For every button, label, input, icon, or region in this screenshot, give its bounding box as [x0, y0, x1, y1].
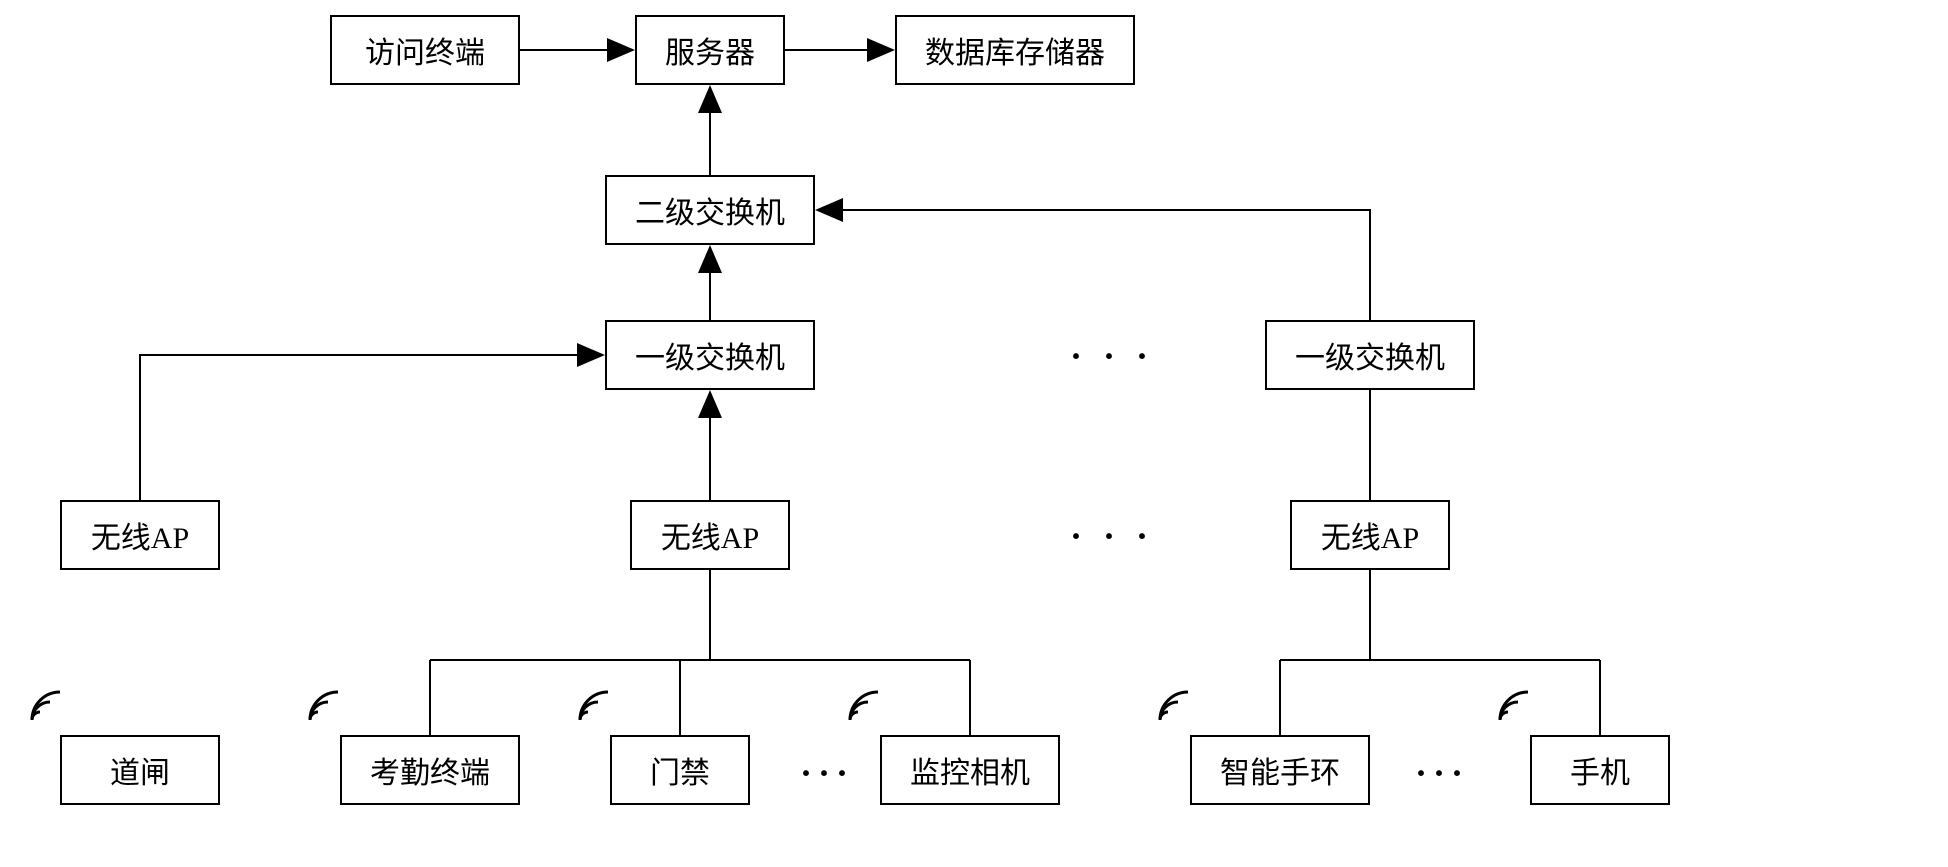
- ellipsis-icon: ···: [800, 752, 854, 794]
- wifi-icon: [840, 680, 890, 730]
- wifi-icon: [1150, 680, 1200, 730]
- ap-right-box: 无线AP: [1290, 500, 1450, 570]
- label: 无线AP: [1321, 513, 1419, 557]
- label: 门禁: [650, 748, 710, 792]
- l2-switch-box: 二级交换机: [605, 175, 815, 245]
- label: 考勤终端: [370, 748, 490, 792]
- server-box: 服务器: [635, 15, 785, 85]
- l1-switch-a-box: 一级交换机: [605, 320, 815, 390]
- label: 二级交换机: [635, 188, 785, 232]
- wifi-icon: [300, 680, 350, 730]
- label: 道闸: [110, 748, 170, 792]
- l1-switch-b-box: 一级交换机: [1265, 320, 1475, 390]
- label: 手机: [1570, 748, 1630, 792]
- ellipsis-icon: ···: [1415, 752, 1469, 794]
- label: 监控相机: [910, 748, 1030, 792]
- label: 智能手环: [1220, 748, 1340, 792]
- label: 一级交换机: [635, 333, 785, 377]
- door-box: 门禁: [610, 735, 750, 805]
- label: 无线AP: [91, 513, 189, 557]
- attendance-box: 考勤终端: [340, 735, 520, 805]
- label: 无线AP: [661, 513, 759, 557]
- ap-mid-box: 无线AP: [630, 500, 790, 570]
- ap-left-box: 无线AP: [60, 500, 220, 570]
- ellipsis-icon: · · ·: [1070, 515, 1154, 557]
- label: 数据库存储器: [925, 28, 1105, 72]
- gate-box: 道闸: [60, 735, 220, 805]
- phone-box: 手机: [1530, 735, 1670, 805]
- wristband-box: 智能手环: [1190, 735, 1370, 805]
- access-terminal-box: 访问终端: [330, 15, 520, 85]
- database-box: 数据库存储器: [895, 15, 1135, 85]
- label: 访问终端: [365, 28, 485, 72]
- label: 一级交换机: [1295, 333, 1445, 377]
- camera-box: 监控相机: [880, 735, 1060, 805]
- label: 服务器: [665, 28, 755, 72]
- wifi-icon: [22, 680, 72, 730]
- ellipsis-icon: · · ·: [1070, 335, 1154, 377]
- wifi-icon: [570, 680, 620, 730]
- wifi-icon: [1490, 680, 1540, 730]
